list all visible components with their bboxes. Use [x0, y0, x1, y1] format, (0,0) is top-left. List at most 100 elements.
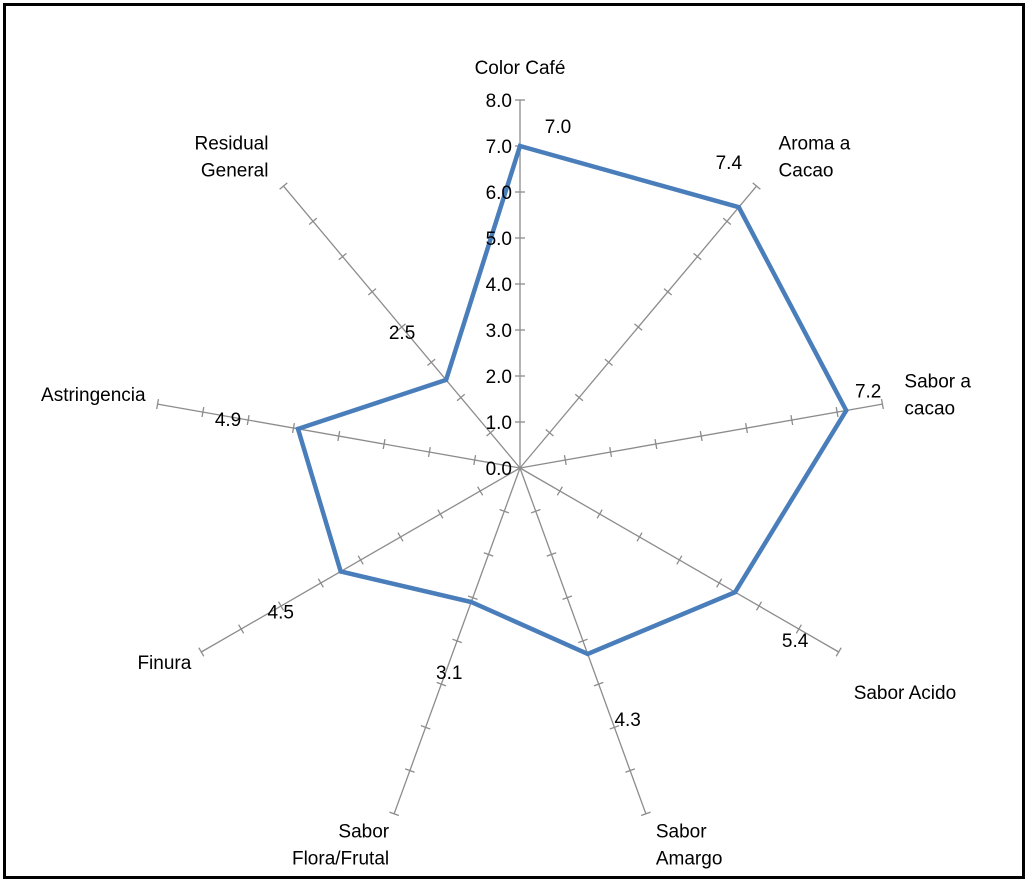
- category-label-sabor-flora-frutal: Sabor Flora/Frutal: [292, 821, 390, 869]
- axis-tick: [604, 358, 613, 366]
- data-point-astringencia: [295, 426, 301, 432]
- axis-tick: [880, 399, 884, 410]
- data-label: 5.4: [782, 631, 809, 652]
- axis-tick: [397, 532, 404, 542]
- axis-tick: [291, 423, 296, 434]
- axis-tick: [663, 288, 673, 296]
- axis-tick: [420, 725, 431, 730]
- axis-tick: [201, 407, 205, 418]
- category-label-sabor-acido: Sabor Acido: [854, 683, 956, 704]
- axis-tick: [427, 358, 436, 366]
- axis-tick: [483, 552, 494, 557]
- axis-tick: [337, 431, 341, 442]
- radial-tick-label: 7.0: [486, 137, 512, 158]
- data-label: 4.9: [215, 410, 241, 431]
- radial-tick-label: 4.0: [486, 275, 512, 296]
- axis-tick: [636, 532, 643, 542]
- axis-tick: [397, 323, 406, 331]
- category-label-residual-general: Residual General: [195, 134, 269, 182]
- axis-tick: [790, 415, 794, 426]
- radial-tick-label: 2.0: [486, 367, 512, 388]
- axis-tick: [562, 595, 573, 600]
- axis-tick: [456, 393, 466, 402]
- axis-tick: [530, 508, 541, 514]
- axis-tick: [486, 429, 495, 437]
- radial-tick-label: 8.0: [486, 91, 512, 112]
- axis-tick: [473, 454, 477, 466]
- axis-tick: [795, 624, 802, 634]
- axis-tick: [238, 624, 245, 634]
- data-point-sabor-acido: [732, 590, 738, 595]
- axis-tick: [437, 509, 444, 519]
- axis-tick: [546, 552, 557, 557]
- axis-tick: [676, 555, 683, 565]
- axis-tick: [716, 578, 723, 588]
- data-label: 3.1: [436, 663, 462, 684]
- axis-tick: [625, 768, 636, 773]
- chart-frame: 0.0 1.0 2.0 3.0 4.0 5.0 6.0 7.0 8.0 7.0 7.4 7.2 5.4 4…: [3, 3, 1025, 879]
- data-point-residual-general: [443, 377, 449, 383]
- axis-tick: [382, 438, 386, 450]
- axis-tick: [654, 438, 658, 450]
- axis-tick: [578, 638, 588, 644]
- axis-tick: [477, 486, 484, 496]
- axis-tick: [452, 638, 462, 644]
- data-point-aroma-a-cacao: [736, 205, 742, 210]
- data-label: 7.2: [855, 381, 881, 402]
- axis-tick: [317, 578, 324, 588]
- axis-tick: [279, 182, 288, 190]
- category-label-astringencia: Astringencia: [41, 385, 146, 406]
- axis-tick: [389, 811, 400, 817]
- category-label-sabor-amargo: Sabor Amargo: [656, 821, 723, 869]
- axis-tick: [499, 508, 510, 514]
- radial-tick-label: 6.0: [486, 183, 512, 204]
- axis-tick: [367, 288, 377, 296]
- axis-tick: [693, 252, 702, 261]
- category-label-aroma-a-cacao: Aroma a Cacao: [779, 134, 851, 182]
- axis-tick: [609, 725, 620, 730]
- axis-tick: [436, 681, 447, 687]
- data-point-sabor-a-cacao: [843, 408, 849, 413]
- axis-tick: [835, 647, 842, 657]
- data-label: 7.0: [545, 117, 571, 138]
- axis-tick: [198, 647, 205, 657]
- axis-tick: [246, 415, 250, 426]
- data-label: 4.3: [614, 710, 640, 731]
- data-point-sabor-amargo: [585, 651, 590, 657]
- axis-tick: [338, 252, 347, 261]
- axis-tick: [634, 323, 643, 331]
- category-label-finura: Finura: [137, 653, 191, 674]
- axis-tick: [699, 431, 703, 442]
- radial-tick-label: 3.0: [486, 321, 512, 342]
- data-label: 4.5: [268, 603, 294, 624]
- data-label: 2.5: [389, 323, 415, 344]
- axis-tick: [563, 454, 567, 466]
- axis-tick: [640, 811, 651, 817]
- radial-tick-label: 5.0: [486, 229, 512, 250]
- axis-tick: [308, 217, 318, 226]
- data-point-color-caf: [517, 143, 523, 149]
- category-label-color-caf: Color Café: [475, 58, 566, 79]
- axis-tick: [596, 509, 603, 519]
- data-label: 7.4: [716, 153, 743, 174]
- data-point-finura: [338, 569, 343, 574]
- series-polygon: [295, 143, 849, 657]
- axis-tick: [593, 681, 604, 687]
- axis-tick: [835, 407, 839, 418]
- axis-tick: [744, 423, 749, 434]
- axis-tick: [277, 601, 285, 611]
- axis-tick: [467, 595, 478, 600]
- axis-tick: [609, 446, 613, 458]
- axis-tick: [357, 555, 364, 565]
- axis-tick: [545, 429, 554, 437]
- axis-tick: [755, 601, 763, 611]
- radial-tick-label: 0.0: [486, 459, 512, 480]
- axis-tick: [156, 399, 160, 410]
- axis-tick: [404, 768, 415, 773]
- data-point-sabor-flora-frutal: [469, 599, 474, 605]
- radial-tick-label: 1.0: [486, 413, 512, 434]
- axis-tick: [752, 182, 761, 190]
- axis-tick: [556, 486, 563, 496]
- category-label-sabor-a-cacao: Sabor a cacao: [904, 372, 971, 420]
- radar-chart: 0.0 1.0 2.0 3.0 4.0 5.0 6.0 7.0 8.0 7.0 7.4 7.2 5.4 4…: [41, 58, 971, 869]
